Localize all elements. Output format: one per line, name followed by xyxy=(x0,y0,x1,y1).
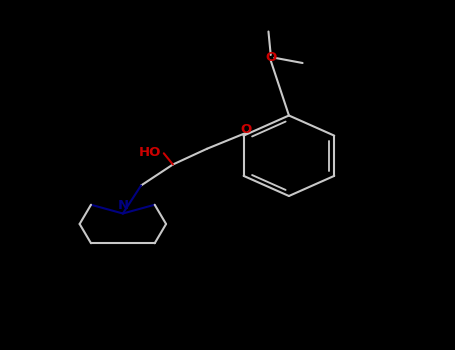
Text: O: O xyxy=(265,51,276,64)
Text: O: O xyxy=(240,123,251,136)
Text: N: N xyxy=(117,199,128,212)
Text: HO: HO xyxy=(139,146,162,159)
